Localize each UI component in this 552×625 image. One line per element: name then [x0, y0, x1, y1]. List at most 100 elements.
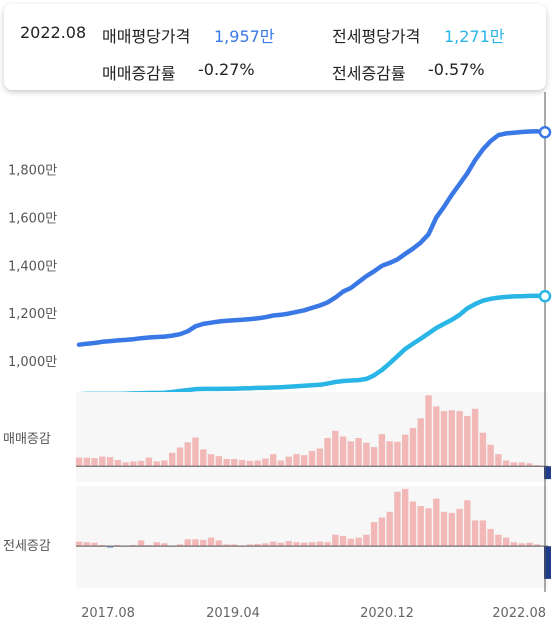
jeonse-change-bar [316, 541, 323, 547]
sale-change-bar [184, 442, 191, 467]
jeonse-change-bar [270, 541, 277, 547]
tooltip: 2022.08 매매평당가격 1,957만 전세평당가격 1,271만 매매증감… [4, 4, 546, 90]
sale-change-bar [270, 454, 277, 467]
sale-change-label: 매매증감 [3, 432, 51, 447]
jeonse-change-bar [246, 544, 254, 547]
jeonse-change-bar [285, 541, 292, 547]
jeonse-change-bar [262, 543, 269, 547]
sale-change-bar [503, 460, 510, 467]
jeonse-change-value: -0.57% [428, 60, 485, 79]
jeonse-change-bar [200, 539, 207, 547]
jeonse-change-bar [503, 537, 510, 547]
jeonse-change-bar [114, 545, 121, 547]
jeonse-change-bar [456, 508, 463, 547]
jeonse-price-label: 전세평당가격 [332, 27, 421, 46]
jeonse-change-bar [433, 498, 440, 547]
sale-change-bar [308, 450, 316, 467]
y-tick-label: 1,000만 [8, 355, 57, 370]
x-tick-label: 2022.08 [492, 606, 546, 621]
sale-change-bar [363, 442, 370, 467]
sale-change-bar [471, 408, 479, 467]
jeonse-price-line [76, 293, 548, 397]
sale-change-bar [169, 452, 176, 467]
jeonse-change-bar [324, 542, 331, 547]
jeonse-change-bar [293, 542, 300, 547]
sale-change-bar [433, 406, 440, 467]
sale-change-bar [83, 457, 90, 467]
jeonse-change-bar [91, 542, 98, 547]
jeonse-change-bar [526, 542, 533, 547]
jeonse-change-bar [402, 488, 409, 547]
jeonse-change-bar [386, 511, 393, 547]
jeonse-change-bar [534, 544, 541, 547]
sale-change-bar [99, 456, 106, 467]
sale-change-bar [161, 460, 168, 467]
sale-price-label: 매매평당가격 [102, 27, 191, 46]
jeonse-change-bar [145, 545, 153, 547]
jeonse-change-bar [425, 508, 432, 547]
jeonse-change-bar [75, 541, 83, 547]
jeonse-change-bar [363, 534, 370, 547]
sale-change-bar [293, 454, 300, 467]
x-tick-label: 2017.08 [81, 606, 135, 621]
jeonse-change-bar [487, 529, 494, 547]
sale-change-bar [487, 444, 494, 467]
sale-change-bar [464, 415, 471, 467]
jeonse-change-bar [207, 537, 215, 547]
jeonse-change-bar [495, 534, 502, 547]
sale-change-bar [145, 457, 153, 467]
sale-change-bar [526, 463, 533, 467]
sale-change-bar [207, 454, 215, 467]
jeonse-change-bar [231, 544, 238, 547]
jeonse-change-bar [106, 546, 114, 548]
jeonse-change-bar [301, 542, 308, 547]
sale-price-value: 1,957만 [214, 27, 275, 46]
sale-change-bar [402, 434, 409, 467]
sale-change-bar [409, 427, 417, 467]
jeonse-change-bar [518, 543, 525, 547]
sale-change-bar [301, 455, 308, 467]
sale-change-bar [285, 456, 292, 467]
sale-change-bar [448, 410, 455, 467]
sale-change-bar [510, 462, 518, 467]
jeonse-change-bar [440, 511, 448, 547]
sale-change-bar [192, 437, 199, 467]
sale-price-marker [538, 125, 552, 139]
sale-change-bar [355, 438, 362, 467]
sale-change-bar [370, 447, 378, 467]
sale-change-bar [215, 456, 222, 467]
sale-change-bar [106, 457, 114, 467]
sale-price-line [76, 129, 548, 347]
sale-change-bar [130, 461, 137, 467]
y-tick-label: 1,800만 [8, 164, 57, 179]
sale-change-bar [223, 459, 230, 467]
jeonse-change-bar [137, 540, 145, 547]
jeonse-change-bar [215, 540, 222, 547]
jeonse-price-marker [538, 289, 552, 303]
sale-change-bar [238, 460, 246, 467]
sale-change-bar [262, 458, 269, 467]
jeonse-change-bar [544, 546, 551, 579]
sale-change-bar [114, 460, 121, 467]
jeonse-change-bar [448, 512, 455, 547]
jeonse-change-bar [153, 542, 160, 547]
sale-change-bar [386, 441, 393, 467]
jeonse-change-bar [83, 542, 90, 547]
jeonse-change-bar [308, 542, 316, 547]
sale-change-bar [534, 465, 541, 467]
sale-change-bar [254, 460, 261, 467]
y-tick-label: 1,600만 [8, 212, 57, 227]
sale-change-bar [176, 447, 184, 467]
sale-change-bar [417, 418, 424, 467]
jeonse-change-bar [130, 545, 137, 547]
sale-change-bar [440, 411, 448, 467]
jeonse-change-bar [277, 542, 285, 547]
jeonse-change-bar [99, 545, 106, 547]
sale-change-bar [91, 458, 98, 467]
jeonse-change-bar [471, 520, 479, 547]
jeonse-change-bar [409, 501, 417, 547]
jeonse-change-label: 전세증감률 [332, 64, 406, 83]
jeonse-change-bar [223, 544, 230, 547]
jeonse-change-bar [161, 543, 168, 547]
